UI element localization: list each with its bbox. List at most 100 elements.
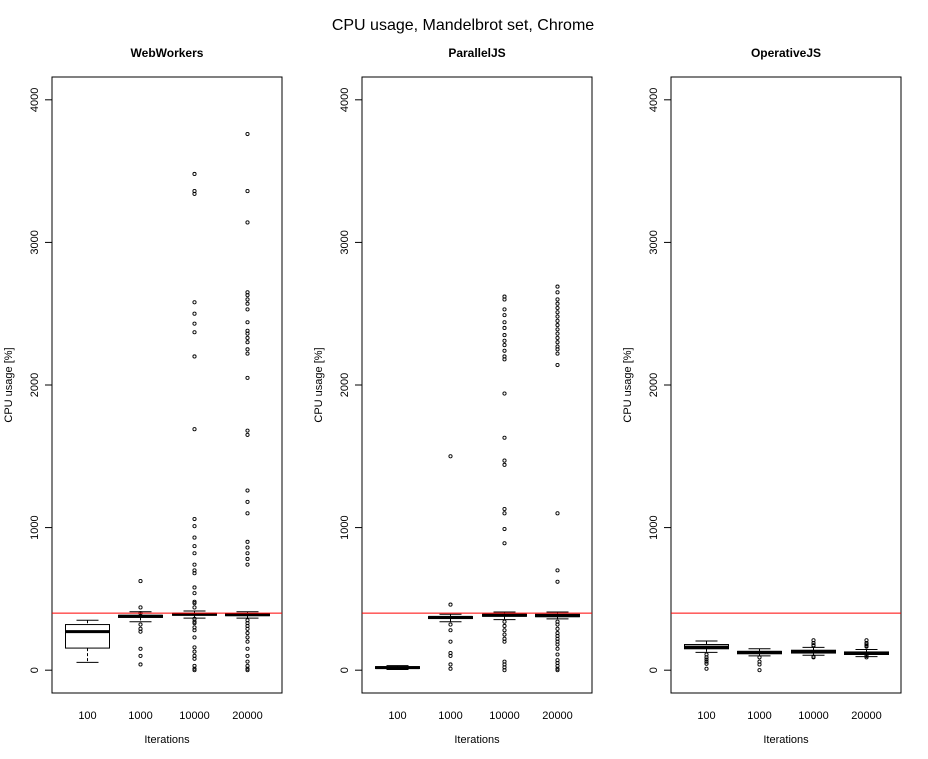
y-tick-label: 2000: [29, 373, 41, 397]
box-100: [375, 665, 420, 670]
outlier-point: [245, 666, 250, 671]
outlier-point: [192, 645, 197, 650]
y-tick-label: 4000: [29, 88, 41, 112]
outlier-point: [192, 535, 197, 540]
y-tick-label: 1000: [648, 515, 660, 539]
outlier-point: [502, 462, 507, 467]
outlier-point: [502, 320, 507, 325]
outlier-point: [192, 300, 197, 305]
x-tick-label: 20000: [851, 710, 882, 722]
outlier-point: [502, 632, 507, 637]
outlier-point: [502, 325, 507, 331]
outlier-point: [245, 428, 250, 433]
outlier-point: [245, 293, 250, 298]
outlier-point: [245, 499, 250, 504]
outlier-point: [245, 331, 250, 336]
box-1000: [118, 579, 163, 667]
outlier-point: [555, 284, 560, 289]
box-20000: [535, 284, 580, 673]
outlier-point: [864, 642, 869, 647]
panel-title: OperativeJS: [751, 46, 821, 60]
outlier-point: [555, 314, 560, 319]
outlier-point: [192, 628, 197, 633]
outlier-point: [555, 323, 560, 328]
outlier-point: [502, 348, 507, 353]
outlier-point: [502, 511, 507, 516]
outlier-point: [138, 622, 143, 627]
outlier-point: [757, 662, 762, 667]
outlier-point: [448, 653, 453, 658]
outlier-point: [555, 568, 560, 573]
y-tick-label: 3000: [29, 230, 41, 254]
panel-operativejs: OperativeJS 0 1000 2000 3000 4000 CPU usage [%…: [622, 46, 902, 746]
outlier-point: [555, 642, 560, 647]
outlier-point: [502, 357, 507, 362]
outlier-point: [555, 511, 560, 516]
outlier-point: [192, 619, 197, 624]
outlier-point: [555, 652, 560, 657]
outlier-point: [245, 639, 250, 644]
outlier-point: [502, 623, 507, 629]
outlier-point: [502, 313, 507, 318]
outlier-point: [245, 335, 250, 340]
x-axis-label: Iterations: [763, 734, 809, 746]
outlier-point: [864, 644, 869, 649]
outlier-point: [245, 631, 250, 636]
outlier-point: [192, 524, 197, 529]
outlier-point: [245, 635, 250, 640]
outlier-point: [704, 655, 709, 660]
outlier-point: [555, 626, 560, 631]
x-axis-label: Iterations: [144, 734, 190, 746]
outlier-point: [138, 605, 143, 610]
outlier-point: [138, 662, 143, 667]
outlier-point: [192, 666, 197, 671]
outlier-point: [448, 602, 453, 607]
box-20000: [844, 638, 889, 660]
outlier-point: [245, 301, 250, 306]
x-tick-label: 20000: [542, 710, 573, 722]
outlier-point: [448, 639, 453, 644]
y-tick-label: 3000: [339, 230, 351, 254]
panel-webworkers: WebWorkers 0 1000 2000 3000 4000 CPU usage [%]…: [3, 46, 283, 746]
box-20000: [225, 131, 270, 673]
outlier-point: [555, 351, 560, 356]
outlier-point: [192, 354, 197, 359]
outlier-point: [192, 649, 197, 654]
x-tick-label: 10000: [489, 710, 520, 722]
outlier-point: [502, 639, 507, 644]
y-tick-label: 4000: [648, 88, 660, 112]
y-tick-label: 3000: [648, 230, 660, 254]
outlier-point: [245, 545, 250, 550]
outlier-point: [555, 668, 560, 673]
outlier-point: [245, 556, 250, 562]
outlier-point: [245, 131, 250, 137]
outlier-point: [245, 432, 250, 437]
outlier-point: [245, 220, 250, 225]
outlier-point: [245, 562, 250, 567]
y-tick-label: 2000: [339, 373, 351, 397]
outlier-point: [192, 656, 197, 661]
outlier-point: [555, 290, 560, 295]
outlier-point: [555, 297, 560, 302]
outlier-point: [245, 320, 250, 325]
outlier-point: [192, 171, 197, 177]
box-iqr: [65, 624, 110, 649]
outlier-point: [555, 305, 560, 311]
outlier-point: [192, 668, 197, 673]
outlier-point: [245, 626, 250, 631]
outlier-point: [192, 544, 197, 549]
outlier-point: [138, 653, 143, 658]
y-tick-label: 0: [648, 667, 660, 673]
outlier-point: [192, 585, 197, 590]
outlier-point: [864, 655, 869, 660]
outlier-point: [245, 351, 250, 356]
outlier-point: [555, 331, 560, 336]
outlier-point: [192, 621, 197, 626]
outlier-point: [448, 662, 453, 667]
outlier-point: [245, 340, 250, 345]
x-axis-label: Iterations: [454, 734, 500, 746]
box-100: [65, 619, 110, 663]
y-axis-label: CPU usage [%]: [622, 347, 634, 422]
outlier-point: [192, 605, 197, 610]
